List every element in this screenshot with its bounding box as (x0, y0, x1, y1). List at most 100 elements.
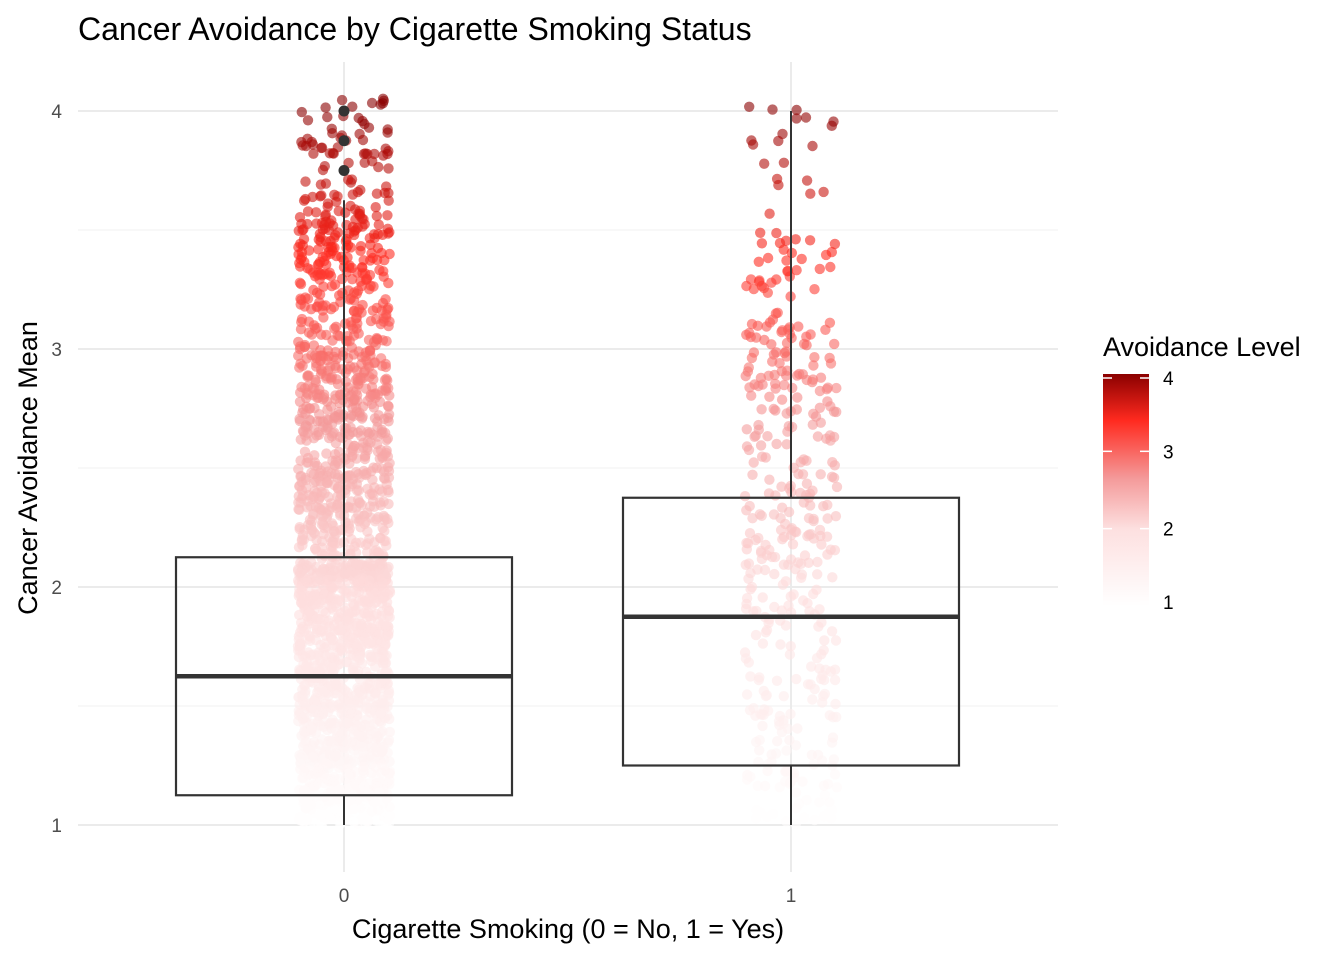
jitter-point (382, 433, 393, 444)
jitter-point (367, 368, 378, 380)
jitter-point (820, 249, 832, 261)
jitter-point (807, 694, 818, 705)
jitter-point (741, 598, 752, 610)
jitter-point (818, 811, 830, 822)
jitter-point (749, 379, 760, 390)
jitter-point (800, 112, 812, 123)
jitter-point (299, 738, 310, 749)
jitter-point (370, 761, 381, 773)
jitter-point (315, 481, 327, 492)
jitter-point (345, 470, 356, 481)
jitter-point (373, 219, 384, 230)
jitter-point (828, 472, 840, 483)
jitter-point (793, 321, 804, 332)
jitter-point (352, 395, 363, 406)
jitter-point (828, 754, 840, 765)
jitter-point (363, 638, 375, 649)
jitter-point (369, 482, 380, 493)
jitter-point (784, 735, 795, 746)
jitter-point (741, 689, 753, 700)
jitter-point (326, 662, 337, 673)
jitter-point (366, 381, 378, 393)
jitter-point (817, 670, 828, 681)
jitter-point (361, 703, 372, 715)
jitter-point (797, 776, 808, 787)
outlier-point (338, 105, 350, 117)
jitter-point (383, 320, 394, 332)
jitter-point (829, 460, 840, 471)
jitter-point (307, 191, 318, 203)
jitter-point (781, 370, 792, 381)
jitter-point (371, 637, 382, 648)
legend-title: Avoidance Level (1103, 332, 1301, 362)
outlier-point (338, 135, 350, 147)
jitter-point (801, 331, 812, 342)
jitter-point (329, 479, 340, 491)
jitter-point (801, 478, 813, 489)
jitter-point (321, 448, 332, 459)
jitter-point (814, 797, 825, 808)
jitter-point (781, 255, 792, 266)
jitter-point (348, 756, 360, 767)
jitter-point (757, 720, 768, 732)
jitter-point (370, 202, 381, 213)
jitter-point (767, 808, 779, 820)
jitter-point (315, 191, 326, 202)
jitter-point (368, 402, 380, 413)
jitter-point (316, 142, 328, 153)
jitter-point (338, 716, 349, 728)
jitter-point (781, 439, 792, 450)
jitter-point (316, 536, 328, 547)
jitter-point (327, 541, 338, 553)
jitter-point (822, 513, 833, 524)
jitter-point (740, 559, 751, 570)
jitter-point (776, 326, 787, 338)
jitter-point (294, 567, 306, 579)
jitter-point (382, 400, 394, 411)
jitter-point (333, 406, 344, 418)
jitter-point (812, 431, 824, 442)
jitter-point (349, 659, 360, 671)
jitter-point (299, 680, 310, 691)
jitter-point (333, 654, 344, 665)
jitter-point (315, 364, 327, 375)
jitter-point (313, 762, 324, 773)
jitter-point (321, 805, 332, 816)
jitter-point (314, 706, 325, 717)
y-tick-label: 1 (51, 816, 62, 837)
jitter-point (780, 235, 792, 246)
jitter-point (299, 762, 311, 774)
jitter-point (353, 748, 364, 759)
jitter-point (817, 697, 828, 708)
jitter-point (753, 532, 764, 544)
jitter-point (382, 737, 394, 748)
jitter-point (776, 481, 787, 492)
jitter-point (827, 732, 839, 743)
jitter-point (303, 316, 315, 327)
jitter-point (829, 238, 841, 250)
jitter-point (799, 550, 811, 561)
jitter-point (784, 649, 796, 660)
jitter-point (770, 405, 781, 416)
jitter-point (792, 723, 803, 734)
legend-ticks: 4 3 2 1 (1103, 369, 1174, 614)
jitter-point (329, 232, 340, 244)
jitter-point (379, 255, 390, 266)
jitter-point (294, 277, 306, 288)
boxplot-1 (621, 111, 961, 825)
jitter-point (759, 704, 770, 715)
jitter-point (384, 801, 395, 813)
jitter-point (371, 210, 382, 222)
jitter-point (336, 624, 347, 635)
jitter-point (297, 425, 309, 437)
jitter-point (774, 358, 785, 369)
jitter-point (376, 424, 387, 435)
jitter-point (830, 698, 841, 710)
jitter-point (754, 734, 765, 746)
jitter-point (348, 600, 360, 611)
jitter-point (295, 455, 306, 466)
outlier-point (338, 165, 350, 176)
jitter-point (791, 113, 802, 124)
jitter-point (798, 454, 809, 465)
